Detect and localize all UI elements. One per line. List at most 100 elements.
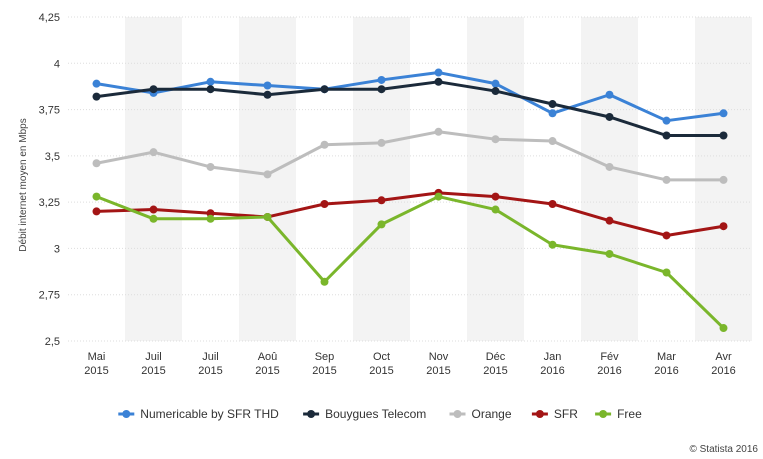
data-point xyxy=(662,131,671,140)
data-point xyxy=(548,109,557,118)
legend-marker xyxy=(535,410,544,418)
y-axis-title: Débit internet moyen en Mbps xyxy=(18,118,29,251)
data-point xyxy=(263,212,272,221)
x-tick-label: Sep xyxy=(315,351,335,363)
series-line xyxy=(95,195,725,330)
data-point xyxy=(92,159,101,168)
x-axis-ticks: Mai 2015 Juil 2015 Juil 2015 Aoû 2015 Sep 2015 Oct… xyxy=(84,351,735,377)
y-tick-label: 3 xyxy=(54,243,60,255)
data-point xyxy=(377,75,386,84)
legend-label: Free xyxy=(617,407,642,421)
legend-item-numericable-by-sfr-thd[interactable]: Numericable by SFR THD xyxy=(118,407,279,421)
data-point xyxy=(491,87,500,96)
x-tick-label: Jan xyxy=(544,351,562,363)
credit-text: © Statista 2016 xyxy=(689,444,758,455)
series-sfr xyxy=(92,188,728,240)
data-point xyxy=(491,79,500,88)
legend-item-free[interactable]: Free xyxy=(595,407,642,421)
y-tick-label: 4 xyxy=(54,58,60,70)
data-point xyxy=(263,170,272,179)
data-point xyxy=(605,90,614,99)
data-point xyxy=(320,199,329,208)
column-band xyxy=(581,17,638,341)
legend-label: Numericable by SFR THD xyxy=(140,407,279,421)
x-tick-label: Mai xyxy=(88,351,106,363)
legend-item-sfr[interactable]: SFR xyxy=(531,407,578,421)
data-point xyxy=(92,207,101,216)
data-point xyxy=(662,268,671,277)
x-tick-year: 2015 xyxy=(255,365,279,377)
gridlines xyxy=(68,16,752,342)
data-point xyxy=(377,85,386,94)
y-tick-label: 2,75 xyxy=(39,290,60,302)
data-point xyxy=(92,79,101,88)
data-point xyxy=(662,116,671,125)
x-tick-year: 2016 xyxy=(654,365,678,377)
x-tick-label: Avr xyxy=(715,351,732,363)
x-tick-year: 2015 xyxy=(198,365,222,377)
data-point xyxy=(491,192,500,201)
series-group xyxy=(92,68,728,333)
data-point xyxy=(548,100,557,109)
data-point xyxy=(206,209,215,218)
legend-label: SFR xyxy=(554,407,578,421)
x-tick-label: Juil xyxy=(145,351,162,363)
y-tick-label: 4,25 xyxy=(39,12,60,24)
x-tick-label: Déc xyxy=(486,351,506,363)
y-tick-label: 3,75 xyxy=(39,105,60,117)
x-tick-year: 2015 xyxy=(426,365,450,377)
data-point xyxy=(719,175,728,184)
data-point xyxy=(377,220,386,229)
data-point xyxy=(206,77,215,86)
x-tick-year: 2016 xyxy=(597,365,621,377)
data-point xyxy=(206,162,215,171)
x-tick-label: Mar xyxy=(657,351,676,363)
series-bouygues-telecom xyxy=(92,77,728,140)
x-tick-year: 2015 xyxy=(84,365,108,377)
data-point xyxy=(719,222,728,231)
x-tick-year: 2016 xyxy=(540,365,564,377)
legend-marker xyxy=(122,410,131,418)
y-tick-label: 3,5 xyxy=(45,151,60,163)
data-point xyxy=(377,138,386,147)
legend-item-orange[interactable]: Orange xyxy=(449,407,512,421)
data-point xyxy=(149,214,158,223)
data-point xyxy=(491,205,500,214)
y-tick-label: 3,25 xyxy=(39,197,60,209)
data-point xyxy=(434,77,443,86)
series-line xyxy=(96,130,724,182)
data-point xyxy=(605,249,614,258)
data-point xyxy=(434,127,443,136)
data-point xyxy=(92,192,101,201)
data-point xyxy=(719,131,728,140)
legend-marker xyxy=(599,410,608,418)
data-point xyxy=(149,205,158,214)
y-tick-label: 2,5 xyxy=(45,336,60,348)
column-band xyxy=(239,17,296,341)
data-point xyxy=(320,140,329,149)
data-point xyxy=(377,196,386,205)
x-tick-label: Juil xyxy=(202,351,219,363)
data-point xyxy=(662,175,671,184)
x-tick-year: 2015 xyxy=(312,365,336,377)
data-point xyxy=(605,216,614,225)
series-line xyxy=(96,191,724,237)
x-tick-year: 2016 xyxy=(711,365,735,377)
series-free xyxy=(92,192,728,333)
legend-marker xyxy=(453,410,462,418)
series-orange xyxy=(92,127,728,184)
legend[interactable]: Numericable by SFR THD Bouygues Telecom Or… xyxy=(118,407,642,421)
legend-item-bouygues-telecom[interactable]: Bouygues Telecom xyxy=(303,407,426,421)
data-point xyxy=(320,277,329,286)
column-band xyxy=(467,17,524,341)
data-point xyxy=(149,85,158,94)
data-point xyxy=(548,137,557,146)
data-point xyxy=(149,148,158,157)
y-axis-ticks: 2,5 2,75 3 3,25 3,5 3,75 4 4,25 xyxy=(39,12,60,348)
x-tick-label: Fév xyxy=(600,351,619,363)
data-point xyxy=(206,214,215,223)
series-line xyxy=(96,80,724,137)
legend-marker xyxy=(307,410,316,418)
data-point xyxy=(263,90,272,99)
